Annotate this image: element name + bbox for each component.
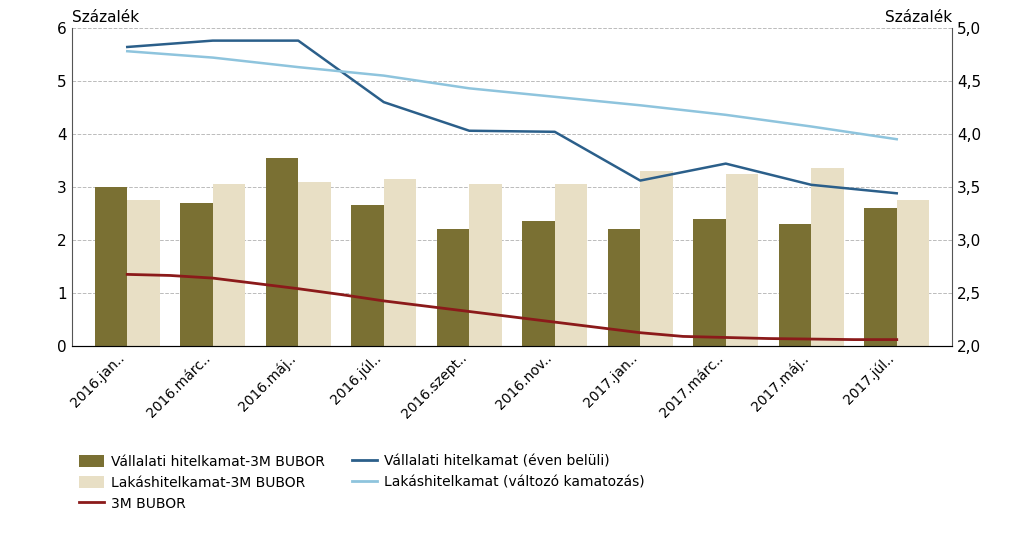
Text: Százalék: Százalék (72, 9, 139, 25)
Bar (213, 184, 245, 346)
Bar (779, 224, 811, 346)
Legend: Vállalati hitelkamat-3M BUBOR, Lakáshitelkamat-3M BUBOR, 3M BUBOR, Vállalati hit: Vállalati hitelkamat-3M BUBOR, Lakáshite… (79, 455, 645, 511)
Bar (522, 222, 555, 346)
Text: Százalék: Százalék (885, 9, 952, 25)
Bar (437, 229, 469, 346)
Bar (384, 179, 416, 346)
Bar (266, 158, 298, 346)
Bar (298, 182, 331, 346)
Bar (640, 171, 673, 346)
Bar (811, 169, 844, 346)
Bar (95, 187, 127, 346)
Bar (897, 200, 929, 346)
Bar (469, 184, 502, 346)
Bar (180, 203, 213, 346)
Bar (608, 229, 640, 346)
Bar (864, 208, 897, 346)
Bar (555, 184, 587, 346)
Bar (351, 205, 384, 346)
Bar (127, 200, 160, 346)
Bar (726, 174, 758, 346)
Bar (693, 219, 726, 346)
